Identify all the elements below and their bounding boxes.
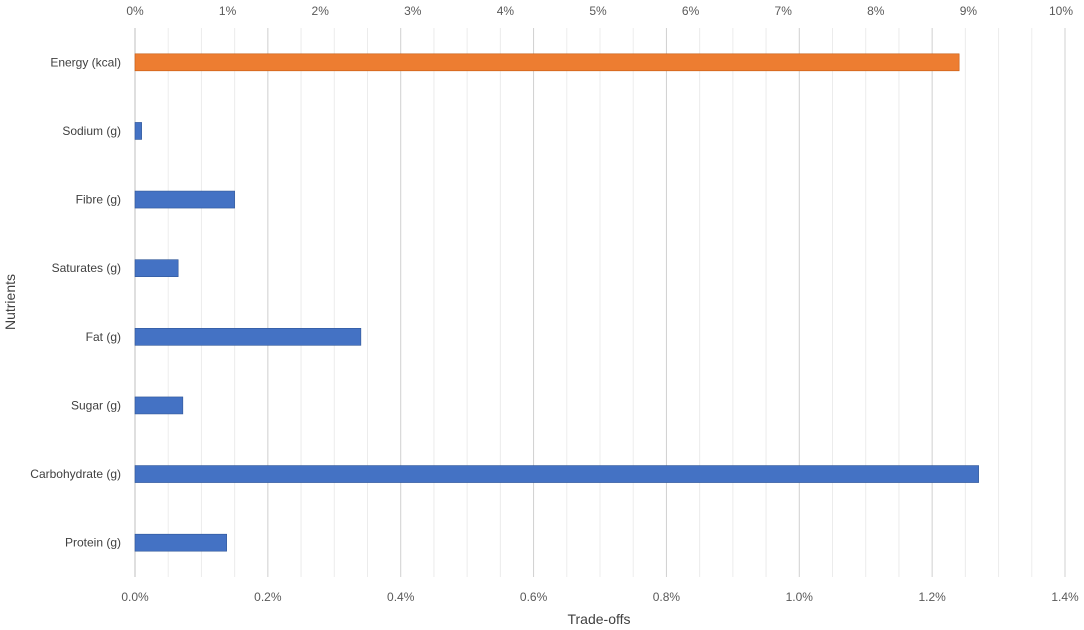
bottom-tick-label: 0.6% — [520, 590, 548, 604]
top-tick-label: 3% — [404, 4, 422, 18]
category-label: Fat (g) — [86, 330, 121, 344]
bottom-tick-label: 0.4% — [387, 590, 415, 604]
x-axis-title: Trade-offs — [567, 611, 630, 627]
bar-protein-g — [134, 533, 227, 552]
top-tick-label: 1% — [219, 4, 237, 18]
bar-sugar-g — [134, 396, 184, 415]
top-tick-label: 7% — [775, 4, 793, 18]
category-label: Carbohydrate (g) — [30, 467, 121, 481]
category-label: Fibre (g) — [76, 193, 121, 207]
top-axis-ticks: 0% 1% 2% 3% 4% 5% 6% 7% 8% 9% 10% — [126, 4, 1073, 18]
bottom-axis-ticks: 0.0% 0.2% 0.4% 0.6% 0.8% 1.0% 1.2% 1.4% — [121, 590, 1079, 604]
top-tick-label: 4% — [497, 4, 515, 18]
bars — [134, 53, 979, 552]
bar-energy-kcal — [134, 53, 960, 72]
category-label: Protein (g) — [65, 536, 121, 550]
top-tick-label: 5% — [589, 4, 607, 18]
bottom-tick-label: 0.2% — [254, 590, 282, 604]
top-tick-label: 10% — [1049, 4, 1073, 18]
category-label: Energy (kcal) — [50, 55, 121, 69]
top-tick-label: 0% — [126, 4, 144, 18]
top-tick-label: 2% — [312, 4, 330, 18]
top-tick-label: 9% — [960, 4, 978, 18]
bar-sodium-g — [134, 122, 142, 140]
bottom-tick-label: 1.4% — [1051, 590, 1079, 604]
top-tick-label: 8% — [867, 4, 885, 18]
category-labels: Energy (kcal) Sodium (g) Fibre (g) Saturate… — [30, 55, 121, 549]
category-label: Sodium (g) — [62, 124, 121, 138]
bar-carbohydrate-g — [134, 465, 979, 483]
bottom-tick-label: 1.2% — [918, 590, 946, 604]
category-label: Sugar (g) — [71, 398, 121, 412]
bottom-tick-label: 0.8% — [653, 590, 681, 604]
bottom-tick-label: 1.0% — [786, 590, 814, 604]
gridlines — [134, 28, 1066, 577]
bottom-tick-label: 0.0% — [121, 590, 149, 604]
top-tick-label: 6% — [682, 4, 700, 18]
y-axis-title: Nutrients — [2, 274, 18, 330]
bar-fibre-g — [134, 190, 235, 209]
bar-saturates-g — [134, 259, 179, 277]
bar-fat-g — [134, 328, 362, 346]
category-label: Saturates (g) — [52, 261, 121, 275]
